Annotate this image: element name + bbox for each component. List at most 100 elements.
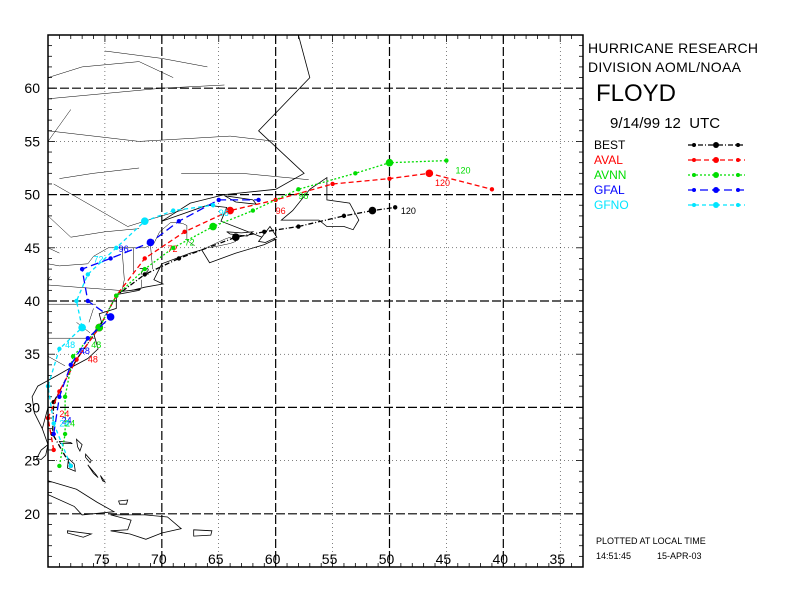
track-hour-label: 96 [119,244,129,254]
track-point-gfno [57,346,62,352]
land-abaco [75,438,83,452]
track-point-gfal [79,266,85,272]
track-point-gfno [114,245,119,250]
lat-label-40: 40 [24,293,40,309]
track-point-avnn [171,245,176,250]
border-line [88,308,94,323]
border-line [121,247,125,291]
legend-marker-best [736,143,740,147]
track-aval [47,172,493,451]
track-point-best [232,233,240,241]
land-inagua [118,499,129,505]
border-line [47,215,140,238]
lat-label-55: 55 [24,133,40,149]
track-point-best [296,224,301,229]
track-avnn [58,159,447,467]
track-point-aval [142,256,147,261]
border-line [59,167,140,179]
track-point-best [262,229,267,235]
track-hour-label: 48 [91,340,101,350]
track-hour-label: 72 [185,238,195,248]
track-point-best [368,206,377,215]
track-point-avnn [385,158,394,167]
track-point-avnn [114,293,119,298]
axis-labels: 20 25 30 35 40 45 50 55 60 75 70 65 60 55 50 45 40 35 [24,80,565,567]
track-hour-label: 48 [88,355,98,365]
track-hour-label: 48 [65,340,75,350]
land-puerto-rico [193,529,213,537]
legend-marker-best [713,142,719,148]
border-line [47,61,174,78]
track-point-avnn [444,158,449,163]
header-line2: DIVISION AOML/NOAA [588,59,742,75]
track-point-gfno [85,272,91,277]
legend-label-best: BEST [594,138,626,152]
track-hour-label: 96 [298,191,308,201]
track-point-avnn [296,187,301,192]
coastlines [31,34,360,540]
legend-marker-gfno [736,203,740,207]
track-point-gfno [74,298,79,304]
track-point-gfal [256,197,261,203]
legend-marker-avnn [692,173,696,177]
legend-label-gfal: GFAL [594,183,625,197]
border-line [104,50,208,68]
border-line [47,130,276,142]
track-point-gfno [51,421,56,426]
legend-label-gfno: GFNO [594,198,629,212]
track-hour-label: 120 [456,165,471,175]
track-hour-label: 96 [219,208,229,218]
track-point-aval [489,187,495,192]
plotted-note: PLOTTED AT LOCAL TIME [596,536,706,546]
legend-label-avnn: AVNN [594,168,627,182]
border-line [181,173,309,180]
track-point-gfno [140,217,149,225]
track-point-avnn [62,394,68,399]
track-point-avnn [57,463,62,469]
track-point-aval [51,447,56,453]
lat-label-25: 25 [24,453,40,469]
track-point-gfno [78,323,86,332]
track-gfal [53,199,259,435]
track-point-avnn [353,171,358,176]
legend-marker-gfal [713,187,719,193]
track-point-gfal [108,256,113,261]
land-hispaniola [110,514,183,540]
forecast-tracks: 7212024487296120244872961202448962448729… [45,158,495,469]
legend-marker-avnn [713,172,719,178]
storm-name: FLOYD [596,80,677,107]
track-hour-label: 120 [401,206,416,216]
track-hour-label: 48 [80,346,90,356]
track-gfno [47,204,214,467]
track-point-avnn [209,222,217,231]
land-jamaica [67,530,93,538]
border-line [150,244,153,270]
border-line [47,356,66,367]
lat-label-45: 45 [24,240,40,256]
legend-marker-aval [736,158,740,162]
legend-marker-gfal [736,188,740,192]
lon-label-55: 55 [322,551,338,567]
track-point-avnn [142,266,147,272]
track-point-best [176,256,182,261]
land-long-island-bs [100,475,107,483]
track-point-avnn [250,208,256,213]
lat-label-30: 30 [24,399,40,415]
land-exuma [87,464,99,478]
track-point-aval [425,169,434,178]
legend-marker-gfal [692,188,696,192]
track-point-gfal [85,298,91,304]
forecast-datetime: 9/14/99 12 UTC [610,115,721,132]
border-line [47,109,72,142]
legend-marker-avnn [736,173,740,177]
track-point-gfal [106,313,115,321]
land-cuba [47,480,116,516]
header-line1: HURRICANE RESEARCH [588,40,759,56]
lon-label-70: 70 [151,551,167,567]
track-point-avnn [62,431,68,437]
track-point-gfal [68,362,73,368]
track-point-gfal [85,336,91,341]
lon-label-40: 40 [493,551,509,567]
track-hour-label: 24 [59,419,69,429]
